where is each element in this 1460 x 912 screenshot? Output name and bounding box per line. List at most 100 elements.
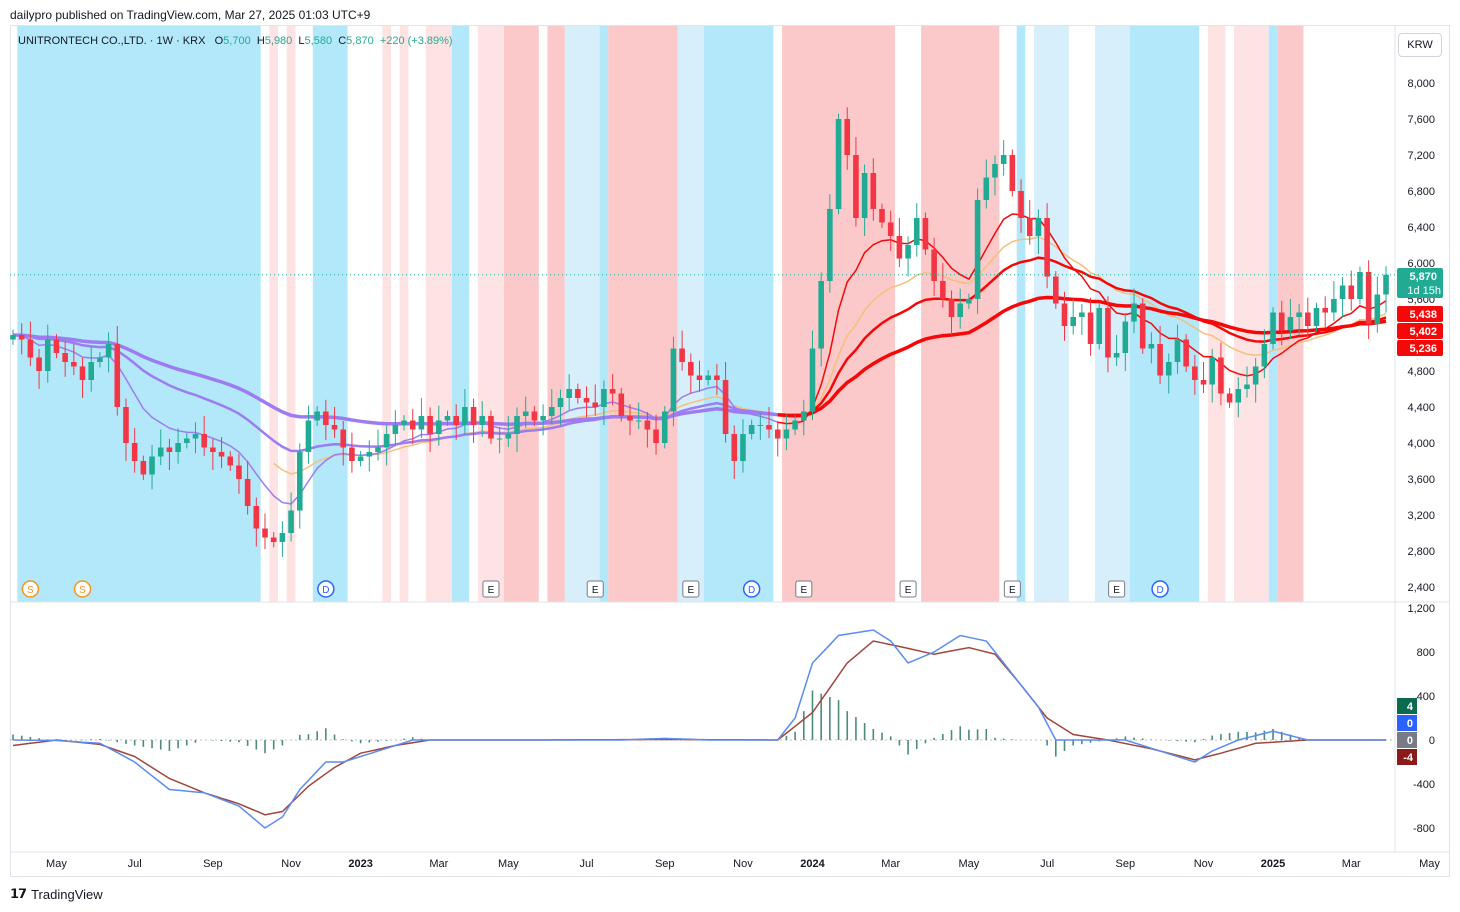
candle-body bbox=[53, 339, 60, 353]
background-zone-3 bbox=[312, 26, 348, 602]
candle-body bbox=[1026, 218, 1033, 236]
brand-text: TradingView bbox=[31, 886, 103, 902]
candle-body bbox=[453, 416, 459, 425]
time-tick-label: Sep bbox=[203, 858, 223, 870]
background-zone-23 bbox=[1233, 26, 1269, 602]
dividend-marker-label: D bbox=[748, 585, 755, 596]
candle-body bbox=[1200, 380, 1207, 385]
tradingview-logo-icon: 𝟭𝟳 bbox=[10, 886, 27, 901]
candle-body bbox=[1096, 308, 1103, 344]
candle-body bbox=[262, 528, 268, 538]
candle-body bbox=[1235, 389, 1242, 403]
candle-body bbox=[661, 411, 668, 443]
candle-body bbox=[922, 218, 929, 250]
earnings-marker-label: E bbox=[687, 585, 694, 596]
candle-body bbox=[1339, 285, 1346, 299]
candle-body bbox=[392, 425, 399, 434]
candle-body bbox=[201, 434, 207, 448]
candle-body bbox=[184, 438, 190, 443]
macd-line bbox=[12, 629, 1386, 829]
background-zone-7 bbox=[451, 26, 470, 602]
earnings-marker-icon bbox=[682, 580, 700, 598]
countdown-label: 1d 15h bbox=[1407, 285, 1441, 297]
time-tick-label: Nov bbox=[733, 858, 753, 870]
candle-body bbox=[1061, 303, 1068, 326]
ma-value-label: 5,438 bbox=[1409, 309, 1437, 321]
candle-body bbox=[349, 447, 355, 461]
candle-body bbox=[1374, 294, 1381, 325]
osc-value-label: 0 bbox=[1407, 735, 1413, 747]
candle-body bbox=[635, 420, 642, 422]
price-tick-label: 4,000 bbox=[1407, 438, 1435, 450]
ma-fast-red-line bbox=[777, 213, 1387, 425]
earnings-marker-label: E bbox=[1113, 585, 1120, 596]
candle-body bbox=[670, 348, 677, 412]
time-tick-label: Mar bbox=[429, 858, 448, 870]
candle-body bbox=[123, 407, 129, 443]
candle-body bbox=[714, 375, 720, 380]
price-tick-label: 2,800 bbox=[1407, 546, 1435, 558]
candle-body bbox=[748, 425, 755, 434]
candle-body bbox=[1131, 303, 1137, 322]
candle-body bbox=[896, 236, 903, 259]
candle-body bbox=[514, 416, 520, 434]
candle-body bbox=[157, 447, 164, 457]
candle-body bbox=[505, 434, 512, 439]
candle-body bbox=[401, 420, 407, 425]
candle-body bbox=[236, 465, 242, 479]
osc-tick-label: -400 bbox=[1413, 779, 1435, 791]
currency-button[interactable]: KRW bbox=[1398, 33, 1442, 57]
background-zone-5 bbox=[399, 26, 409, 602]
price-tick-label: 7,600 bbox=[1407, 114, 1435, 126]
split-marker-icon bbox=[21, 580, 40, 598]
candle-body bbox=[210, 447, 216, 452]
candle-body bbox=[644, 420, 651, 430]
ma-slow-red-line bbox=[777, 295, 1387, 418]
background-zone-18 bbox=[1016, 26, 1026, 602]
time-tick-label: Mar bbox=[881, 858, 900, 870]
osc-value-label: -4 bbox=[1403, 752, 1414, 764]
tradingview-brand[interactable]: 𝟭𝟳 TradingView bbox=[10, 886, 103, 902]
candle-body bbox=[1252, 366, 1259, 385]
candle-body bbox=[1322, 308, 1328, 313]
candle-body bbox=[409, 420, 416, 430]
osc-value-bg bbox=[1397, 715, 1417, 731]
candle-body bbox=[1357, 272, 1363, 299]
candle-body bbox=[331, 425, 338, 430]
candle-body bbox=[957, 303, 964, 317]
candle-body bbox=[827, 209, 833, 281]
candle-body bbox=[522, 411, 529, 416]
candle-body bbox=[1331, 299, 1337, 313]
candle-body bbox=[1105, 308, 1111, 358]
time-tick-label: Nov bbox=[1194, 858, 1214, 870]
candle-body bbox=[844, 119, 851, 155]
candle-body bbox=[175, 443, 181, 452]
candle-body bbox=[940, 281, 946, 299]
candle-body bbox=[1218, 357, 1224, 394]
candle-body bbox=[879, 209, 885, 223]
current-price-label: 5,870 bbox=[1409, 271, 1437, 283]
candle-body bbox=[323, 411, 329, 425]
candle-body bbox=[1113, 353, 1120, 358]
candle-body bbox=[705, 375, 711, 380]
osc-value-bg bbox=[1397, 698, 1417, 714]
candle-body bbox=[1174, 339, 1181, 362]
candle-body bbox=[62, 353, 68, 362]
time-tick-label: 2024 bbox=[800, 858, 825, 870]
candle-body bbox=[618, 393, 625, 416]
candle-body bbox=[757, 425, 764, 426]
candle-body bbox=[688, 362, 694, 376]
candle-body bbox=[1079, 312, 1085, 317]
ma-value-label-bg bbox=[1397, 340, 1443, 356]
candle-body bbox=[488, 416, 494, 439]
candle-body bbox=[853, 155, 859, 218]
background-zone-15 bbox=[703, 26, 774, 602]
background-zone-8 bbox=[477, 26, 504, 602]
candle-body bbox=[966, 299, 972, 304]
candle-body bbox=[1087, 312, 1094, 344]
earnings-marker-label: E bbox=[800, 585, 807, 596]
candle-body bbox=[766, 425, 772, 430]
candle-body bbox=[1035, 218, 1042, 236]
candle-body bbox=[88, 362, 95, 380]
